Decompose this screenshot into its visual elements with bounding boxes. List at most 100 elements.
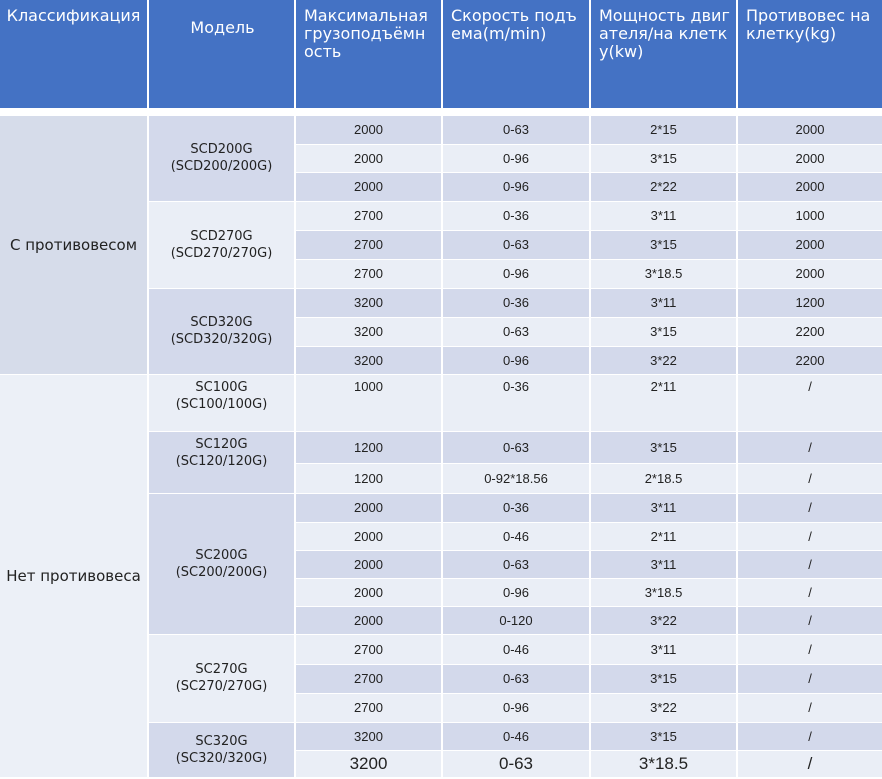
table-row: 3200 0-63 3*18.5 /	[0, 750, 882, 778]
cell-counterweight: /	[737, 550, 882, 579]
model-cell: SCD270G (SCD270/270G)	[148, 201, 296, 289]
cell-counterweight: 1000	[737, 201, 882, 231]
cell-speed: 0-96	[442, 578, 591, 607]
cell-max-load: 3200	[295, 317, 443, 347]
cell-max-load: 3200	[295, 346, 443, 375]
table-row: 3200 0-96 3*22 2200	[0, 346, 882, 375]
cell-speed: 0-63	[442, 431, 591, 464]
cell-speed: 0-96	[442, 693, 591, 723]
cell-speed: 0-120	[442, 606, 591, 635]
model-cell: SC270G (SC270/270G)	[148, 634, 296, 723]
cell-counterweight: 1200	[737, 288, 882, 318]
model-cell: SC100G (SC100/100G)	[148, 374, 296, 432]
header-max-load: Максимальная грузоподъёмность	[295, 0, 443, 108]
cell-counterweight: 2000	[737, 259, 882, 289]
cell-max-load: 2000	[295, 522, 443, 551]
cell-speed: 0-36	[442, 374, 591, 432]
cell-power: 3*22	[590, 346, 738, 375]
cell-counterweight: /	[737, 493, 882, 523]
table-row: SC270G (SC270/270G) 2700 0-46 3*11 /	[0, 634, 882, 723]
cell-counterweight: /	[737, 664, 882, 694]
cell-power: 3*11	[590, 634, 738, 665]
cell-counterweight: /	[737, 606, 882, 635]
table-row: 1200 0-92*18.56 2*18.5 /	[0, 463, 882, 494]
cell-counterweight: 2000	[737, 144, 882, 173]
cell-counterweight: 2200	[737, 317, 882, 347]
cell-counterweight: /	[737, 431, 882, 464]
table-row: 2000 0-46 2*11 /	[0, 522, 882, 551]
model-cell: SC320G (SC320/320G)	[148, 722, 296, 778]
table-row: 2000 0-120 3*22 /	[0, 606, 882, 635]
cell-counterweight: /	[737, 722, 882, 751]
table-row: 2700 0-63 3*15 2000	[0, 230, 882, 260]
header-model: Модель	[148, 0, 296, 108]
header-counterweight: Противовес на клетку(kg)	[737, 0, 882, 108]
cell-speed: 0-36	[442, 201, 591, 231]
cell-speed: 0-96	[442, 346, 591, 375]
cell-power: 3*11	[590, 201, 738, 231]
cell-max-load: 2000	[295, 493, 443, 523]
cell-speed: 0-46	[442, 522, 591, 551]
cell-power: 3*11	[590, 493, 738, 523]
table-row: 2700 0-63 3*15 /	[0, 664, 882, 694]
cell-counterweight: 2000	[737, 230, 882, 260]
cell-counterweight: /	[737, 693, 882, 723]
cell-power: 3*15	[590, 144, 738, 173]
cell-max-load: 2700	[295, 664, 443, 694]
model-cell: SCD320G (SCD320/320G)	[148, 288, 296, 375]
cell-power: 3*15	[590, 317, 738, 347]
header-motor-power: Мощность двигателя/на клетку(kw)	[590, 0, 738, 108]
table-row: SC200G (SC200/200G) 2000 0-36 3*11 /	[0, 493, 882, 635]
model-cell: SCD200G (SCD200/200G)	[148, 116, 296, 202]
cell-max-load: 1200	[295, 463, 443, 494]
cell-counterweight: /	[737, 463, 882, 494]
cell-speed: 0-63	[442, 317, 591, 347]
table-row: 2000 0-96 3*15 2000	[0, 144, 882, 173]
cell-power: 2*18.5	[590, 463, 738, 494]
header-row: Классификация Модель Максимальная грузоп…	[0, 0, 882, 108]
cell-power: 2*11	[590, 522, 738, 551]
cell-power: 3*22	[590, 606, 738, 635]
cell-max-load: 2700	[295, 693, 443, 723]
cell-max-load: 3200	[295, 750, 443, 778]
table-row: 2700 0-96 3*22 /	[0, 693, 882, 723]
table-row: 2000 0-96 2*22 2000	[0, 172, 882, 202]
cell-max-load: 2000	[295, 578, 443, 607]
cell-max-load: 2700	[295, 259, 443, 289]
table-row: 2000 0-63 3*11 /	[0, 550, 882, 579]
cell-counterweight: 2000	[737, 172, 882, 202]
cell-speed: 0-63	[442, 750, 591, 778]
cell-speed: 0-63	[442, 550, 591, 579]
table-row: 3200 0-63 3*15 2200	[0, 317, 882, 347]
cell-max-load: 1200	[295, 431, 443, 464]
cell-counterweight: /	[737, 522, 882, 551]
cell-speed: 0-36	[442, 288, 591, 318]
table-row: Нет противовеса SC100G (SC100/100G) 1000 …	[0, 374, 882, 778]
table-row: SC320G (SC320/320G) 3200 0-46 3*15 /	[0, 722, 882, 778]
cell-max-load: 2700	[295, 201, 443, 231]
cell-speed: 0-96	[442, 259, 591, 289]
cell-power: 3*15	[590, 431, 738, 464]
table-row: 2000 0-96 3*18.5 /	[0, 578, 882, 607]
cell-speed: 0-46	[442, 722, 591, 751]
header-lift-speed: Скорость подъема(m/min)	[442, 0, 591, 108]
cell-power: 2*22	[590, 172, 738, 202]
cell-max-load: 2000	[295, 172, 443, 202]
cell-speed: 0-92*18.56	[442, 463, 591, 494]
cell-speed: 0-46	[442, 634, 591, 665]
group-label-with-counterweight: С противовесом	[0, 116, 149, 375]
cell-power: 3*18.5	[590, 578, 738, 607]
table-row: 2700 0-96 3*18.5 2000	[0, 259, 882, 289]
cell-max-load: 3200	[295, 722, 443, 751]
cell-max-load: 3200	[295, 288, 443, 318]
cell-counterweight: 2200	[737, 346, 882, 375]
cell-power: 3*11	[590, 288, 738, 318]
table-row: SC120G (SC120/120G) 1200 0-63 3*15 /	[0, 431, 882, 494]
cell-max-load: 2000	[295, 550, 443, 579]
table-row: С противовесом SCD200G (SCD200/200G) 2000…	[0, 116, 882, 375]
group-label-no-counterweight: Нет противовеса	[0, 374, 149, 778]
cell-power: 3*15	[590, 722, 738, 751]
cell-counterweight: /	[737, 374, 882, 432]
cell-speed: 0-63	[442, 664, 591, 694]
